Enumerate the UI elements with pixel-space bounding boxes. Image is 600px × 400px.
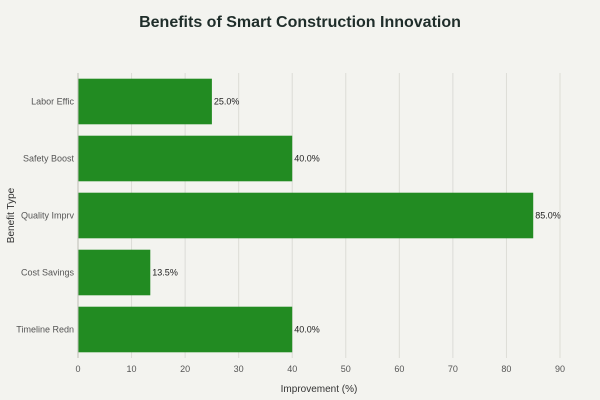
y-axis-title: Benefit Type (6, 187, 17, 243)
chart-title: Benefits of Smart Construction Innovatio… (139, 14, 461, 31)
x-tick-label: 70 (448, 364, 458, 374)
x-tick-label: 30 (234, 364, 244, 374)
y-tick-label: Quality Imprv (21, 211, 75, 221)
y-tick-label: Safety Boost (23, 154, 75, 164)
x-tick-label: 20 (180, 364, 190, 374)
x-axis-title: Improvement (%) (281, 384, 358, 395)
data-label: 40.0% (294, 325, 320, 335)
y-tick-label: Labor Effic (31, 97, 74, 107)
x-tick-label: 90 (555, 364, 565, 374)
bar (78, 135, 293, 182)
bar (78, 78, 212, 125)
bar (78, 192, 534, 239)
data-label: 13.5% (152, 268, 178, 278)
x-tick-label: 80 (501, 364, 511, 374)
data-label: 85.0% (535, 211, 561, 221)
data-label: 40.0% (294, 154, 320, 164)
y-tick-label: Timeline Redn (16, 325, 74, 335)
x-tick-label: 60 (394, 364, 404, 374)
bar (78, 306, 293, 353)
x-tick-label: 10 (127, 364, 137, 374)
x-tick-label: 0 (75, 364, 80, 374)
y-tick-label: Cost Savings (21, 268, 75, 278)
data-label: 25.0% (214, 97, 240, 107)
bar (78, 249, 151, 296)
x-tick-label: 50 (341, 364, 351, 374)
x-tick-label: 40 (287, 364, 297, 374)
